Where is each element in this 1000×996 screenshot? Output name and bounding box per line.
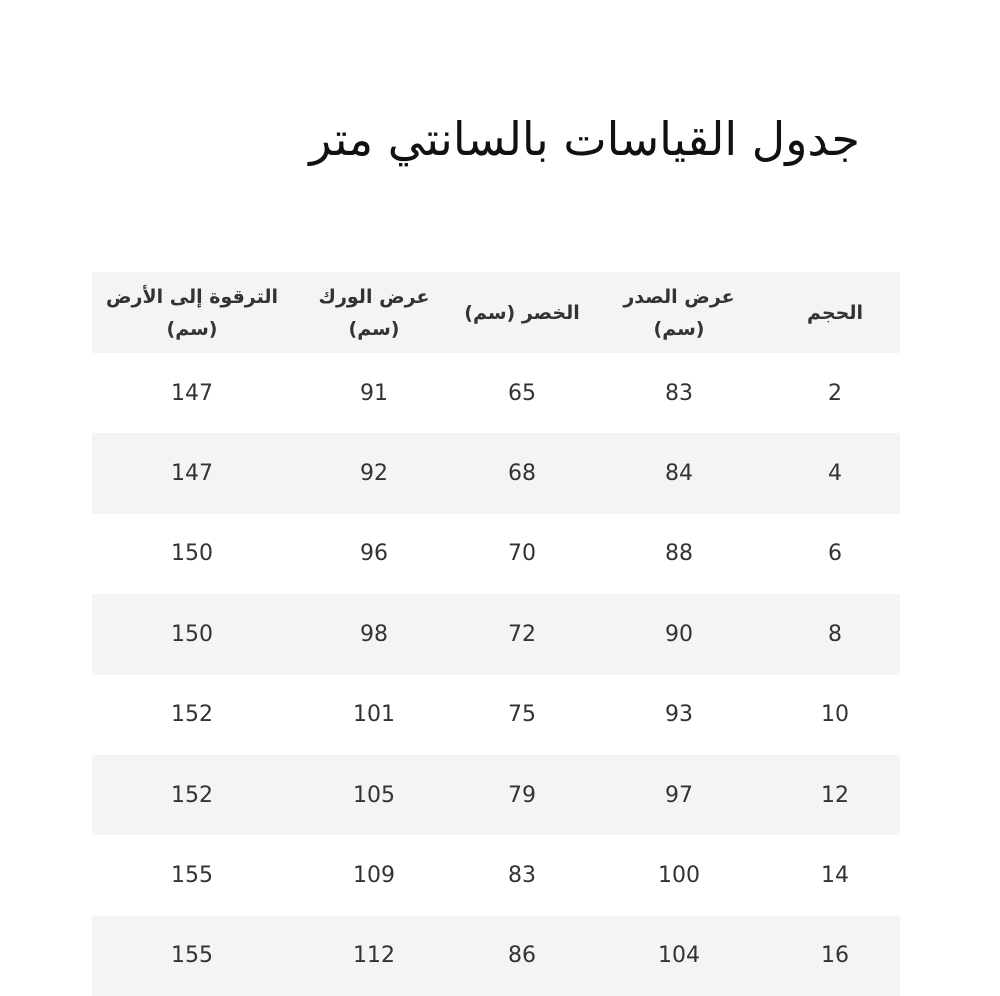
table-cell: 68 [508, 461, 536, 487]
table-cell: 12 [821, 782, 849, 808]
table-row: 16 104 86 112 155 [92, 915, 900, 996]
table-cell: 147 [171, 461, 213, 487]
table-row: 8 90 72 98 150 [92, 594, 900, 675]
table-cell: 83 [508, 863, 536, 889]
table-cell: 75 [508, 702, 536, 728]
table-cell: 92 [360, 461, 388, 487]
table-cell: 86 [508, 943, 536, 969]
column-header: عرض الصدر (سم) [588, 272, 770, 353]
column-header-label: الحجم [807, 301, 863, 324]
table-cell: 90 [665, 621, 693, 647]
table-row: 12 97 79 105 152 [92, 754, 900, 836]
table-cell: 91 [360, 380, 388, 406]
table-cell: 10 [821, 702, 849, 728]
column-header-unit: (سم) [348, 317, 400, 340]
table-row: 2 83 65 91 147 [92, 353, 900, 433]
table-cell: 104 [658, 943, 700, 969]
table-cell: 152 [171, 702, 213, 728]
column-header-unit: (سم) [166, 317, 218, 340]
table-cell: 14 [821, 863, 849, 889]
table-cell: 70 [508, 541, 536, 567]
page-title: جدول القياسات بالسانتي متر [309, 112, 860, 166]
column-header: عرض الورك (سم) [292, 272, 456, 353]
column-header: الترقوة إلى الأرض (سم) [92, 272, 292, 353]
table-row: 10 93 75 101 152 [92, 675, 900, 755]
table-cell: 97 [665, 782, 693, 808]
table-cell: 65 [508, 380, 536, 406]
table-cell: 155 [171, 863, 213, 889]
table-cell: 88 [665, 541, 693, 567]
table-cell: 96 [360, 541, 388, 567]
table-row: 6 88 70 96 150 [92, 514, 900, 594]
column-header-label: الخصر (سم) [464, 301, 580, 324]
table-row: 14 100 83 109 155 [92, 835, 900, 915]
table-cell: 105 [353, 782, 395, 808]
table-cell: 101 [353, 702, 395, 728]
column-header-label: الترقوة إلى الأرض [105, 285, 279, 308]
table-cell: 4 [828, 461, 842, 487]
table-cell: 150 [171, 541, 213, 567]
table-cell: 84 [665, 461, 693, 487]
table-cell: 98 [360, 621, 388, 647]
table-cell: 100 [658, 863, 700, 889]
table-cell: 112 [353, 943, 395, 969]
table-header-row: الحجم عرض الصدر (سم) الخصر (سم) عرض الورك (سم… [92, 272, 900, 353]
table-cell: 147 [171, 380, 213, 406]
table-cell: 93 [665, 702, 693, 728]
column-header: الخصر (سم) [456, 272, 588, 353]
table-cell: 83 [665, 380, 693, 406]
table-cell: 8 [828, 621, 842, 647]
column-header: الحجم [770, 272, 900, 353]
column-header-label: عرض الورك [318, 285, 430, 308]
table-cell: 2 [828, 380, 842, 406]
size-chart-table: الحجم عرض الصدر (سم) الخصر (سم) عرض الورك (سم… [92, 272, 900, 996]
table-row: 4 84 68 92 147 [92, 433, 900, 514]
table-cell: 6 [828, 541, 842, 567]
table-cell: 109 [353, 863, 395, 889]
table-cell: 72 [508, 621, 536, 647]
table-cell: 79 [508, 782, 536, 808]
table-cell: 155 [171, 943, 213, 969]
table-cell: 16 [821, 943, 849, 969]
table-cell: 152 [171, 782, 213, 808]
table-cell: 150 [171, 621, 213, 647]
column-header-unit: (سم) [653, 317, 705, 340]
column-header-label: عرض الصدر [623, 285, 735, 308]
